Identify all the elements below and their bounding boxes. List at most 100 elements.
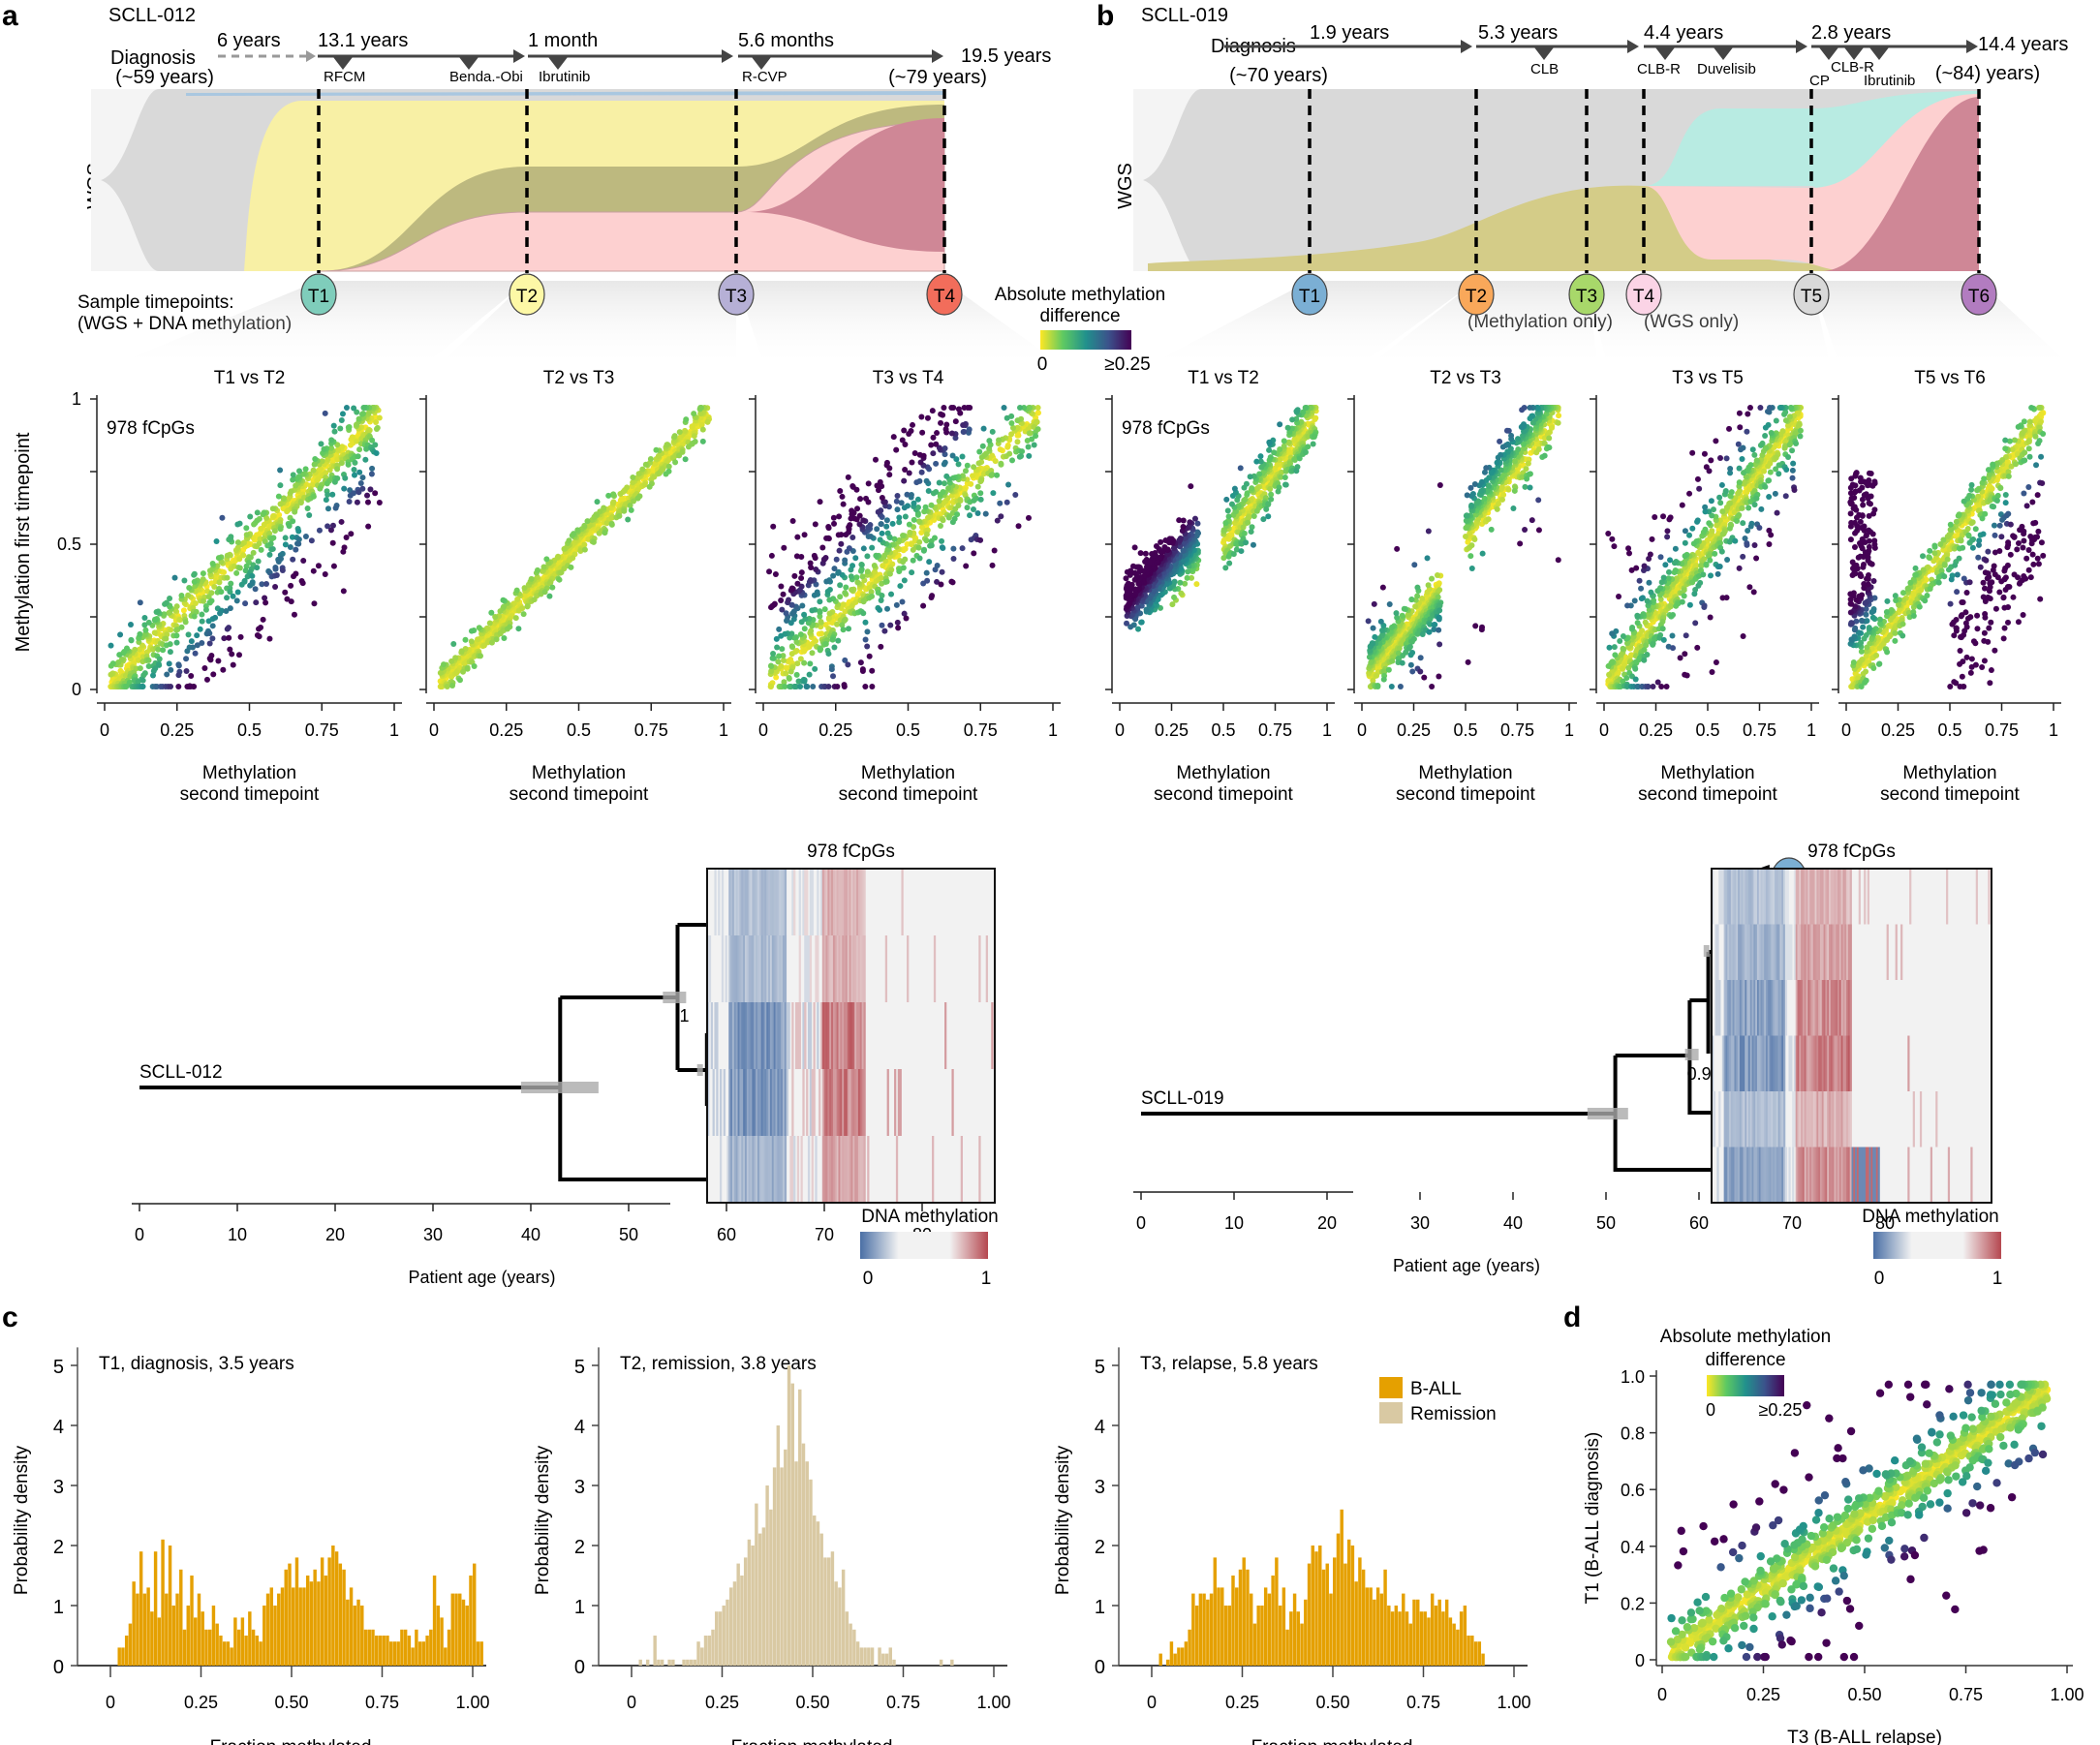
data-point bbox=[860, 610, 867, 617]
data-point bbox=[1177, 579, 1184, 586]
data-point bbox=[215, 555, 222, 562]
data-point bbox=[826, 597, 833, 603]
data-point bbox=[998, 461, 1004, 468]
data-point bbox=[137, 665, 143, 672]
data-point bbox=[1266, 446, 1273, 453]
data-point bbox=[108, 671, 114, 678]
data-point bbox=[1033, 433, 1039, 440]
data-point bbox=[884, 605, 891, 612]
treatment-label: RFCM bbox=[324, 69, 365, 85]
colorbar bbox=[1040, 330, 1131, 350]
data-point bbox=[338, 518, 345, 525]
data-point bbox=[1385, 666, 1392, 673]
data-point bbox=[791, 572, 798, 579]
data-point bbox=[254, 509, 261, 516]
data-point bbox=[323, 497, 329, 504]
segment-duration: 4.4 years bbox=[1644, 22, 1723, 44]
data-point bbox=[308, 537, 315, 544]
data-point bbox=[142, 627, 149, 633]
data-point bbox=[768, 684, 775, 689]
data-point bbox=[1171, 594, 1178, 600]
data-point bbox=[324, 505, 331, 512]
data-point bbox=[952, 418, 959, 425]
data-point bbox=[468, 628, 475, 634]
projection-fan bbox=[1366, 281, 1598, 368]
data-point bbox=[994, 472, 1001, 478]
data-point bbox=[1142, 559, 1149, 566]
timepoint-label: T5 bbox=[1801, 287, 1822, 307]
timepoint-label: T3 bbox=[1576, 287, 1597, 307]
data-point bbox=[847, 522, 853, 529]
data-point bbox=[798, 574, 805, 581]
end-duration: 14.4 years bbox=[1978, 34, 2068, 55]
data-point bbox=[807, 576, 814, 583]
data-point bbox=[1180, 523, 1187, 530]
treatment-label: Benda.-Obi bbox=[449, 69, 523, 85]
data-point bbox=[959, 453, 966, 460]
data-point bbox=[812, 665, 818, 672]
data-point bbox=[464, 665, 471, 672]
arrow-head bbox=[1966, 40, 1978, 53]
data-point bbox=[1153, 542, 1159, 549]
x-tick-label: 0 bbox=[429, 720, 439, 740]
data-point bbox=[823, 535, 830, 541]
data-point bbox=[1282, 481, 1289, 488]
data-point bbox=[366, 409, 373, 415]
data-point bbox=[793, 553, 800, 560]
data-point bbox=[211, 583, 218, 590]
data-point bbox=[1241, 530, 1248, 536]
data-point bbox=[501, 603, 508, 610]
data-point bbox=[1177, 535, 1184, 541]
data-point bbox=[846, 545, 852, 552]
data-point bbox=[270, 535, 277, 541]
projection-fan bbox=[1143, 281, 1476, 368]
data-point bbox=[476, 625, 482, 631]
data-point bbox=[866, 653, 873, 659]
data-point bbox=[1266, 439, 1273, 445]
data-point bbox=[904, 491, 911, 498]
data-point bbox=[1026, 452, 1033, 459]
data-point bbox=[839, 493, 846, 500]
data-point bbox=[290, 472, 296, 478]
timepoint-label: T1 bbox=[1299, 287, 1320, 307]
data-point bbox=[556, 576, 563, 583]
x-tick-label: 0.75 bbox=[1258, 720, 1292, 740]
data-point bbox=[970, 506, 976, 513]
data-point bbox=[871, 562, 878, 568]
arrow-head bbox=[1627, 40, 1639, 53]
data-point bbox=[1525, 460, 1531, 467]
data-point bbox=[846, 626, 852, 632]
data-point bbox=[135, 657, 141, 663]
data-point bbox=[924, 414, 931, 421]
data-point bbox=[249, 580, 256, 587]
data-point bbox=[252, 586, 259, 593]
segment-duration: 5.6 months bbox=[738, 30, 834, 51]
data-point bbox=[788, 643, 795, 650]
data-point bbox=[1124, 603, 1130, 610]
data-point bbox=[854, 505, 861, 512]
data-point bbox=[183, 667, 190, 674]
data-point bbox=[949, 579, 956, 586]
data-point bbox=[277, 467, 284, 474]
data-point bbox=[1556, 413, 1562, 419]
data-point bbox=[967, 512, 973, 519]
data-point bbox=[164, 671, 170, 678]
data-point bbox=[156, 661, 163, 668]
data-point bbox=[1006, 450, 1013, 457]
data-point bbox=[123, 645, 130, 652]
x-tick-label: 0.75 bbox=[305, 720, 339, 740]
data-point bbox=[199, 618, 205, 625]
data-point bbox=[186, 584, 193, 591]
data-point bbox=[963, 563, 970, 569]
data-point bbox=[889, 520, 896, 527]
data-point bbox=[277, 482, 284, 489]
data-point bbox=[801, 659, 808, 666]
data-point bbox=[183, 656, 190, 662]
data-point bbox=[1220, 555, 1227, 562]
data-point bbox=[1016, 405, 1023, 411]
data-point bbox=[938, 411, 944, 417]
data-point bbox=[199, 639, 205, 646]
data-point bbox=[339, 444, 346, 450]
data-point bbox=[149, 672, 156, 679]
